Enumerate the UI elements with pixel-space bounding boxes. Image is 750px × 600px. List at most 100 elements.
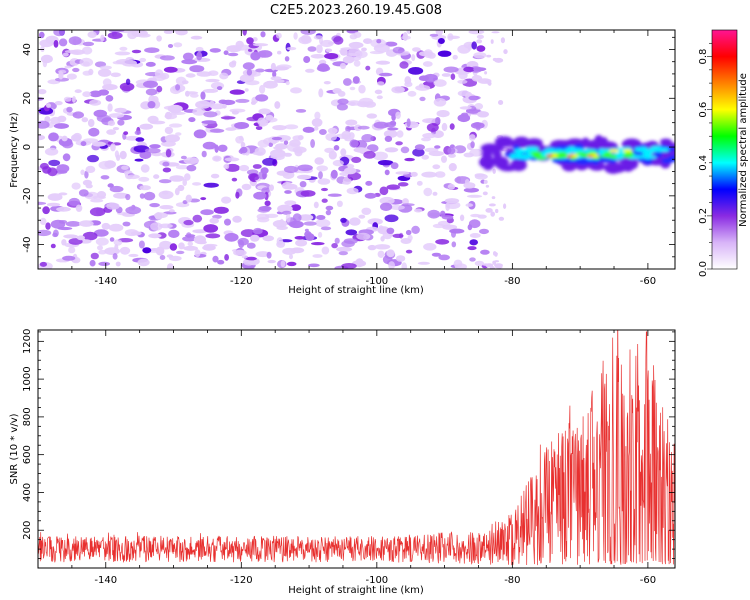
noise-cell <box>62 255 76 261</box>
noise-cell <box>276 32 282 39</box>
noise-cell <box>353 60 361 67</box>
noise-cell <box>325 48 333 53</box>
noise-cell <box>358 84 366 94</box>
noise-cell <box>260 167 269 174</box>
noise-cell <box>295 109 307 113</box>
noise-cell <box>82 91 92 98</box>
noise-cell <box>441 73 451 77</box>
noise-cell <box>495 208 499 214</box>
noise-cell <box>185 194 192 203</box>
noise-cell <box>39 261 48 267</box>
noise-cell <box>451 230 456 238</box>
noise-cell <box>299 181 307 188</box>
noise-cell <box>72 111 85 119</box>
noise-cell <box>297 135 304 140</box>
noise-cell <box>283 140 289 145</box>
noise-cell <box>451 241 457 248</box>
noise-cell <box>421 154 430 160</box>
noise-cell <box>107 183 114 188</box>
noise-cell <box>46 103 51 108</box>
noise-cell <box>426 123 439 132</box>
noise-cell <box>267 259 276 264</box>
noise-cell <box>227 52 239 57</box>
noise-cell <box>324 147 335 153</box>
noise-cell <box>324 53 339 60</box>
signal-cell <box>624 151 633 155</box>
noise-cell <box>200 91 206 100</box>
noise-cell <box>252 43 269 47</box>
noise-cell <box>242 30 247 36</box>
noise-cell <box>273 66 290 71</box>
noise-cell <box>336 200 343 207</box>
noise-cell <box>200 197 207 201</box>
noise-cell <box>346 100 362 106</box>
noise-cell <box>459 214 465 222</box>
noise-cell <box>437 50 452 57</box>
noise-cell <box>173 42 183 48</box>
noise-cell <box>490 39 494 44</box>
noise-cell <box>252 151 264 156</box>
noise-cell <box>435 117 441 124</box>
noise-cell <box>352 76 360 84</box>
noise-cell <box>139 193 145 199</box>
noise-cell <box>163 30 174 34</box>
noise-cell <box>240 229 256 238</box>
noise-cell <box>421 171 438 178</box>
noise-cell <box>363 38 373 44</box>
noise-cell <box>93 229 109 237</box>
noise-cell <box>466 194 483 198</box>
noise-cell <box>257 50 273 58</box>
noise-cell <box>89 207 106 217</box>
noise-cell <box>343 78 352 86</box>
noise-cell <box>66 73 77 80</box>
noise-cell <box>303 56 311 63</box>
noise-cell <box>164 111 172 120</box>
noise-cell <box>139 57 147 63</box>
noise-cell <box>467 246 477 251</box>
signal-cell <box>603 148 611 153</box>
noise-cell <box>88 127 100 137</box>
noise-cell <box>180 155 187 160</box>
noise-cell <box>488 203 496 207</box>
noise-cell <box>213 206 229 214</box>
noise-cell <box>270 76 282 81</box>
noise-cell <box>340 217 347 223</box>
noise-cell <box>391 113 396 121</box>
noise-cell <box>396 130 404 138</box>
x-tick-label: -60 <box>640 276 656 287</box>
noise-cell <box>137 258 150 267</box>
signal-cell <box>544 148 557 154</box>
noise-cell <box>166 254 174 258</box>
noise-cell <box>452 54 458 60</box>
noise-cell <box>459 106 472 110</box>
snr-x-ticks: -140 -120 -100 -80 -60 <box>37 330 656 586</box>
noise-cell <box>212 155 222 162</box>
noise-cell <box>192 214 203 223</box>
noise-cell <box>379 186 389 196</box>
noise-cell <box>234 122 250 129</box>
noise-cell <box>169 105 182 114</box>
noise-cell <box>380 236 385 242</box>
noise-cell <box>444 198 460 204</box>
noise-cell <box>64 65 72 69</box>
noise-cell <box>119 150 127 160</box>
noise-cell <box>82 179 92 186</box>
noise-cell <box>269 184 274 191</box>
noise-cell <box>314 111 321 120</box>
noise-cell <box>323 81 331 85</box>
noise-cell <box>438 254 451 261</box>
noise-cell <box>169 175 185 182</box>
signal-cell <box>532 153 543 157</box>
signal-cell <box>482 161 494 171</box>
noise-cell <box>55 77 69 82</box>
noise-cell <box>255 68 265 73</box>
noise-cell <box>158 179 172 184</box>
noise-cell <box>203 88 219 93</box>
noise-cell <box>210 173 220 179</box>
noise-cell <box>61 140 74 149</box>
noise-cell <box>80 141 87 147</box>
noise-cell <box>114 51 131 56</box>
noise-cell <box>327 193 342 197</box>
noise-cell <box>257 117 267 126</box>
signal-cell <box>510 159 527 172</box>
